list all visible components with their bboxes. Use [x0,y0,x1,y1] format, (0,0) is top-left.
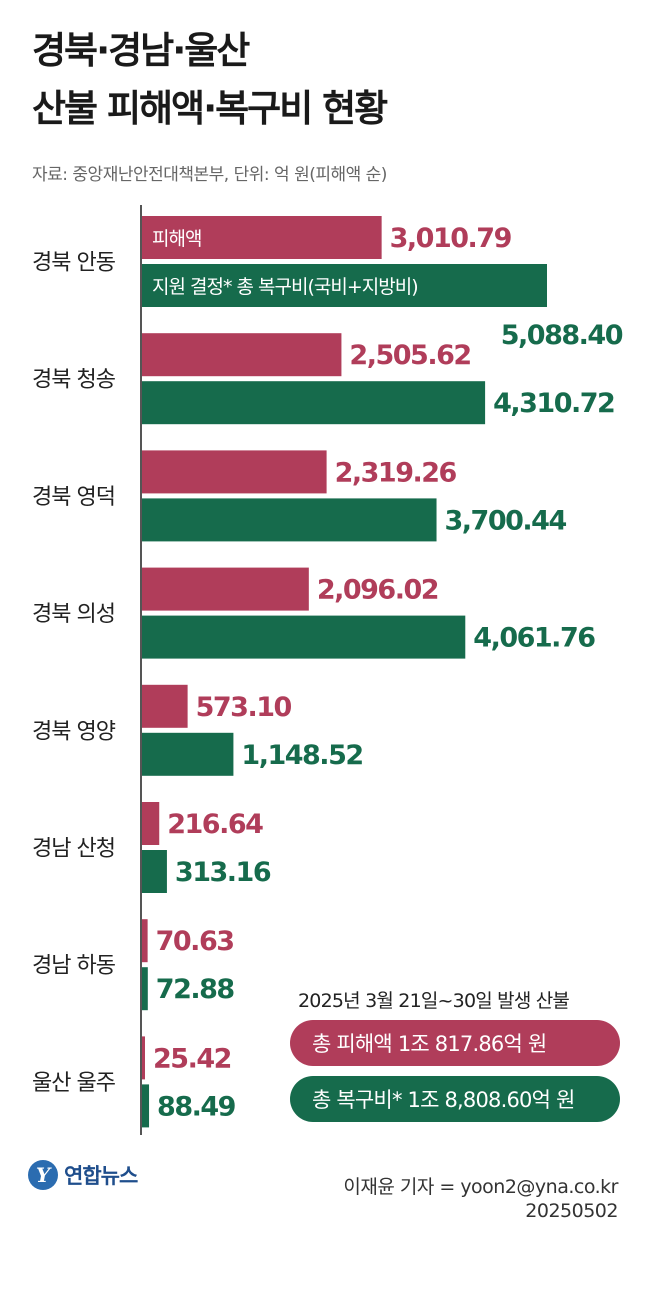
category-label: 경북 안동 [32,251,116,276]
page-title-line1: 경북·경남·울산 [32,29,250,72]
damage-value-label: 3,010.79 [390,223,512,254]
yonhap-logo: Y 연합뉴스 [28,1160,138,1190]
damage-value-label: 70.63 [156,926,234,957]
damage-bar [142,1036,145,1080]
category-label: 경북 의성 [32,602,115,627]
damage-bar [142,919,148,963]
recovery-value-label: 5,088.40 [501,320,623,351]
recovery-bar [142,264,547,307]
reporter-credit: 이재윤 기자 = yoon2@yna.co.kr [343,1176,618,1198]
category-label: 경북 청송 [32,368,116,393]
total-damage-badge: 총 피해액 1조 817.86억 원 [290,1020,620,1066]
recovery-bar [142,1084,150,1128]
category-label: 경남 산청 [32,837,115,862]
damage-value-label: 2,319.26 [335,457,457,488]
damage-bar [142,567,309,611]
recovery-bar [142,381,486,425]
legend-recovery: 지원 결정* 총 복구비(국비+지방비) [152,276,418,298]
category-label: 울산 울주 [32,1071,116,1096]
recovery-value-label: 3,700.44 [445,505,567,536]
category-label: 경남 하동 [32,954,116,979]
damage-bar [142,216,382,259]
damage-bar [142,802,160,845]
damage-value-label: 2,096.02 [317,575,438,606]
damage-value-label: 25.42 [153,1043,231,1074]
recovery-bar [142,498,437,542]
recovery-bar [142,967,148,1011]
recovery-bar [142,850,167,893]
recovery-value-label: 4,310.72 [493,388,614,419]
recovery-bar [142,732,234,776]
damage-value-label: 573.10 [196,692,292,723]
legend-damage: 피해액 [152,228,201,250]
logo-text: 연합뉴스 [64,1164,138,1188]
category-label: 경북 영양 [32,719,116,744]
period-label: 2025년 3월 21일~30일 발생 산불 [298,990,570,1012]
recovery-value-label: 4,061.76 [473,623,595,654]
subtitle: 자료: 중앙재난안전대책본부, 단위: 억 원(피해액 순) [32,165,387,185]
recovery-value-label: 88.49 [157,1091,236,1122]
category-label: 경북 영덕 [32,485,115,510]
chart-axis-line [140,205,142,1135]
damage-bar [142,684,188,728]
damage-value-label: 2,505.62 [349,340,470,371]
damage-bar [142,450,327,494]
bar-chart: 경북 안동 3,010.79 피해액 5,088.40 지원 결정* 총 복구비(국비+… [32,216,624,1128]
total-recovery-badge: 총 복구비* 1조 8,808.60억 원 [290,1076,620,1122]
damage-bar [142,333,342,377]
publish-date: 20250502 [525,1200,618,1222]
recovery-value-label: 313.16 [175,857,271,888]
recovery-value-label: 72.88 [156,974,235,1005]
logo-icon: Y [28,1160,58,1190]
recovery-value-label: 1,148.52 [241,740,362,771]
page-title-line2: 산불 피해액·복구비 현황 [32,87,388,130]
damage-value-label: 216.64 [167,809,263,840]
recovery-bar [142,615,466,659]
